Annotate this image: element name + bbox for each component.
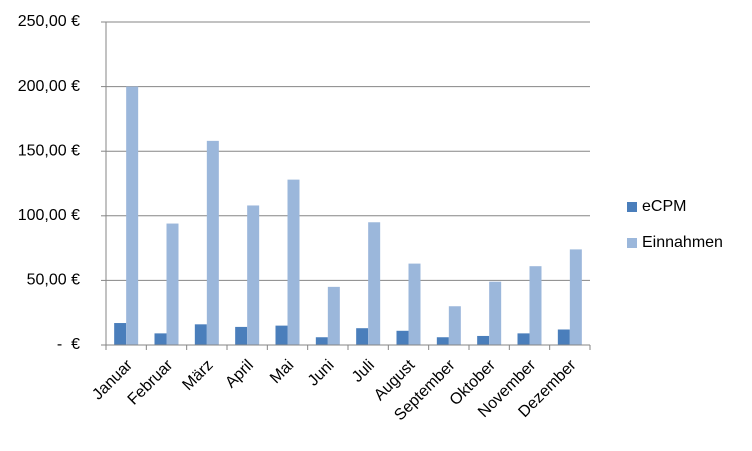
x-tick-label: April <box>222 357 257 392</box>
bar <box>287 179 300 345</box>
legend-label: Einnahmen <box>642 234 723 251</box>
bar <box>408 263 421 345</box>
bar <box>448 306 461 345</box>
bar <box>327 286 340 345</box>
legend-swatch <box>627 202 637 212</box>
y-tick-label: 250,00 € <box>18 13 80 30</box>
bar <box>206 140 219 345</box>
bar <box>154 333 167 345</box>
bar <box>529 266 542 345</box>
y-tick-label: - € <box>57 336 80 353</box>
x-tick-label: März <box>179 357 216 394</box>
bar <box>436 337 449 345</box>
bar <box>489 281 502 345</box>
bar <box>194 324 207 345</box>
bar <box>477 335 490 345</box>
bar <box>315 337 328 345</box>
legend-label: eCPM <box>642 198 686 215</box>
x-tick-label: Februar <box>125 356 177 408</box>
bar <box>517 333 530 345</box>
y-tick-label: 200,00 € <box>18 78 80 95</box>
bar <box>247 205 260 345</box>
y-tick-label: 150,00 € <box>18 142 80 159</box>
y-tick-label: 100,00 € <box>18 207 80 224</box>
bar <box>126 86 139 345</box>
bar <box>557 329 570 345</box>
bar <box>396 330 409 345</box>
x-tick-label: Juni <box>305 357 338 390</box>
bar <box>356 328 369 345</box>
legend-swatch <box>627 238 637 248</box>
x-tick-label: Juli <box>349 357 378 386</box>
bar <box>569 249 582 345</box>
bar <box>166 223 179 345</box>
bar <box>235 326 248 345</box>
y-tick-label: 50,00 € <box>27 272 80 289</box>
bar <box>114 323 127 345</box>
x-tick-label: Mai <box>267 357 297 387</box>
bar <box>275 325 288 345</box>
bar <box>368 222 381 345</box>
